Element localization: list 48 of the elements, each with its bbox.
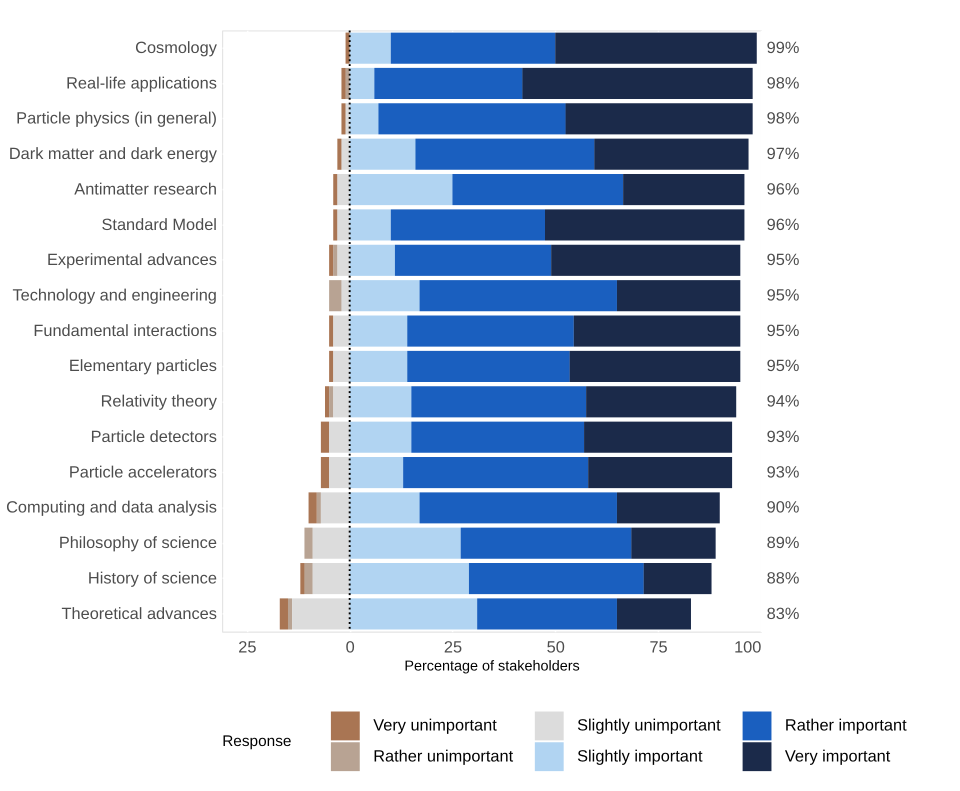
text: 93% — [766, 428, 800, 446]
text: 96% — [766, 180, 800, 198]
text: 99% — [766, 38, 800, 57]
y-tick-label: Theoretical advances — [62, 604, 217, 623]
x-tick-label: 50 — [546, 638, 565, 656]
x-tick-label: 25 — [444, 638, 462, 656]
y-tick-label: Dark matter and dark energy — [8, 145, 218, 164]
x-tick-label: 25 — [238, 638, 256, 656]
y-tick-label: Technology and engineering — [12, 286, 217, 304]
legend-label: Slightly unimportant — [577, 716, 722, 735]
text: 95% — [766, 322, 800, 340]
y-tick-label: Fundamental interactions — [33, 322, 217, 340]
text: 94% — [766, 392, 800, 411]
y-tick-label: Computing and data analysis — [6, 498, 217, 517]
text: 98% — [766, 110, 800, 128]
text: 83% — [766, 604, 800, 623]
legend-title: Response — [222, 733, 292, 750]
legend-label: Rather unimportant — [373, 748, 514, 766]
legend-label: Very important — [784, 748, 891, 766]
y-tick-label: Particle physics (in general) — [16, 110, 217, 128]
x-axis-title: Percentage of stakeholders — [404, 658, 580, 675]
y-tick-label: Relativity theory — [100, 392, 218, 411]
text: 95% — [766, 286, 800, 304]
y-tick-label: Experimental advances — [47, 251, 217, 270]
text: 97% — [766, 145, 800, 164]
legend-label: Slightly important — [577, 748, 703, 766]
text: 90% — [766, 498, 800, 517]
text: 95% — [766, 357, 800, 376]
y-tick-label: Antimatter research — [74, 180, 217, 198]
y-tick-label: Cosmology — [135, 38, 218, 57]
y-tick-label: Standard Model — [102, 216, 217, 234]
text: 89% — [766, 534, 800, 552]
y-tick-label: Particle detectors — [90, 428, 217, 446]
text: 88% — [766, 569, 800, 588]
text: 93% — [766, 463, 800, 482]
y-tick-label: Particle accelerators — [68, 463, 217, 482]
y-tick-label: Philosophy of science — [58, 534, 217, 552]
y-tick-label: Elementary particles — [68, 357, 217, 376]
text: 96% — [766, 216, 800, 234]
legend-label: Rather important — [784, 716, 908, 735]
legend-label: Very unimportant — [373, 716, 498, 735]
y-tick-label: Real-life applications — [66, 74, 217, 92]
text: 98% — [766, 74, 800, 92]
x-tick-label: 75 — [649, 638, 668, 656]
y-tick-label: History of science — [88, 569, 217, 588]
text: 95% — [766, 251, 800, 270]
x-tick-label: 0 — [346, 638, 355, 656]
x-tick-label: 100 — [734, 638, 762, 656]
